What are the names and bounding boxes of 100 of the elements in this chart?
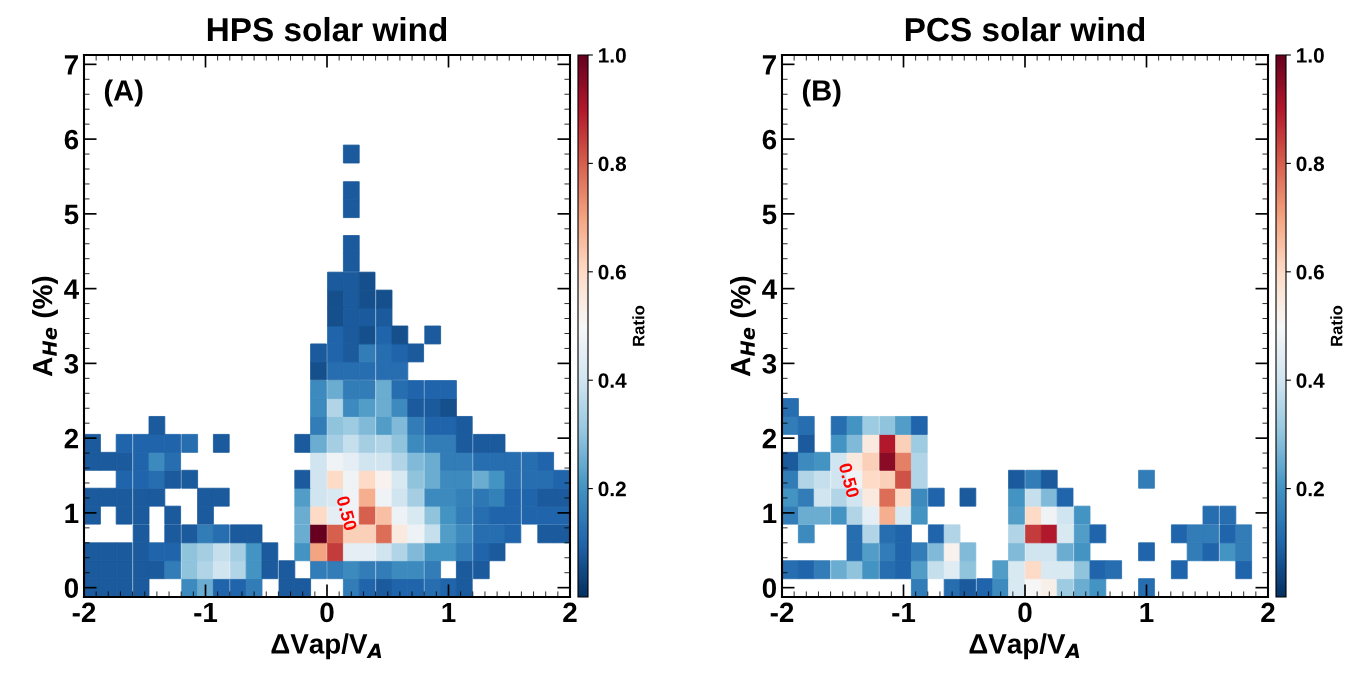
color-bar-label: 1.0 bbox=[599, 48, 626, 63]
point bbox=[943, 542, 961, 562]
point bbox=[132, 487, 150, 507]
point bbox=[212, 560, 230, 580]
point bbox=[391, 416, 409, 435]
point bbox=[472, 487, 490, 507]
point bbox=[830, 505, 848, 525]
point bbox=[245, 524, 263, 544]
point bbox=[521, 469, 539, 489]
y-tick-label: 3 bbox=[64, 354, 79, 374]
point bbox=[797, 560, 815, 580]
x-tick-label: 2 bbox=[1261, 602, 1275, 622]
point bbox=[407, 505, 425, 525]
point bbox=[342, 144, 360, 164]
point bbox=[229, 524, 247, 544]
point bbox=[375, 524, 393, 544]
point bbox=[375, 380, 393, 399]
point bbox=[181, 542, 199, 562]
point bbox=[797, 416, 815, 435]
point bbox=[455, 433, 473, 453]
point bbox=[424, 469, 442, 489]
point bbox=[879, 505, 897, 525]
point bbox=[862, 469, 880, 489]
point bbox=[472, 469, 490, 489]
point bbox=[879, 487, 897, 507]
point bbox=[992, 560, 1010, 580]
point bbox=[862, 542, 880, 562]
point bbox=[375, 505, 393, 525]
point bbox=[472, 433, 490, 453]
point bbox=[358, 433, 376, 453]
point bbox=[132, 560, 150, 580]
point bbox=[959, 560, 977, 580]
point bbox=[1219, 524, 1237, 544]
point bbox=[1170, 524, 1188, 544]
x-tick-label: -1 bbox=[194, 602, 218, 622]
point bbox=[358, 361, 376, 381]
color-bar-label: 0.6 bbox=[1296, 264, 1324, 280]
point bbox=[310, 343, 327, 363]
point bbox=[181, 560, 199, 580]
y-tick-label: 6 bbox=[64, 129, 79, 150]
point bbox=[910, 433, 928, 453]
point bbox=[327, 289, 344, 309]
point bbox=[407, 469, 425, 489]
point bbox=[1056, 560, 1074, 580]
point bbox=[488, 469, 506, 489]
point bbox=[342, 199, 360, 219]
point bbox=[879, 433, 897, 453]
point bbox=[342, 181, 360, 201]
point bbox=[537, 524, 555, 544]
point bbox=[1186, 542, 1204, 562]
x-axis-title: ΔVap/V$_{A}$ bbox=[969, 633, 1080, 660]
point bbox=[229, 542, 247, 562]
x-tick-label: -1 bbox=[892, 602, 916, 622]
x-tick-label: -2 bbox=[770, 602, 794, 622]
point bbox=[132, 524, 150, 544]
point bbox=[342, 469, 360, 489]
point bbox=[342, 307, 360, 327]
point bbox=[424, 542, 442, 562]
point bbox=[391, 433, 409, 453]
point bbox=[1073, 524, 1091, 544]
point bbox=[115, 487, 133, 507]
point bbox=[342, 271, 360, 291]
point bbox=[375, 433, 393, 453]
point bbox=[294, 542, 312, 562]
point bbox=[927, 560, 945, 580]
y-tick-label: 0 bbox=[64, 578, 78, 598]
y-tick-label: 5 bbox=[762, 204, 777, 225]
point bbox=[472, 560, 490, 580]
point bbox=[391, 505, 409, 525]
point bbox=[407, 487, 425, 507]
point bbox=[943, 560, 961, 580]
point bbox=[99, 542, 117, 562]
x-tick-label: 1 bbox=[442, 602, 456, 622]
color-bar-title: Ratio bbox=[1330, 305, 1343, 346]
point bbox=[813, 505, 831, 525]
y-tick-label: 3 bbox=[762, 354, 777, 374]
point bbox=[99, 487, 117, 507]
point bbox=[391, 361, 409, 381]
point bbox=[407, 380, 425, 399]
point bbox=[212, 433, 230, 453]
y-tick-label: 5 bbox=[64, 204, 79, 225]
point bbox=[813, 469, 831, 489]
point bbox=[927, 524, 945, 544]
x-tick-label: -2 bbox=[72, 602, 96, 622]
x-tick-label: 2 bbox=[563, 602, 577, 622]
point bbox=[261, 542, 279, 562]
annotation: 0.50 bbox=[336, 495, 358, 532]
point bbox=[212, 542, 230, 562]
point bbox=[342, 542, 360, 562]
point bbox=[537, 469, 555, 489]
y-tick-label: 7 bbox=[64, 55, 78, 75]
color-bar-label: 0.4 bbox=[598, 373, 627, 388]
point bbox=[521, 451, 539, 471]
point bbox=[879, 542, 897, 562]
point bbox=[278, 560, 296, 580]
point bbox=[1235, 560, 1253, 580]
point bbox=[488, 487, 506, 507]
point bbox=[488, 542, 506, 562]
point bbox=[1040, 505, 1058, 525]
point bbox=[1056, 524, 1074, 544]
